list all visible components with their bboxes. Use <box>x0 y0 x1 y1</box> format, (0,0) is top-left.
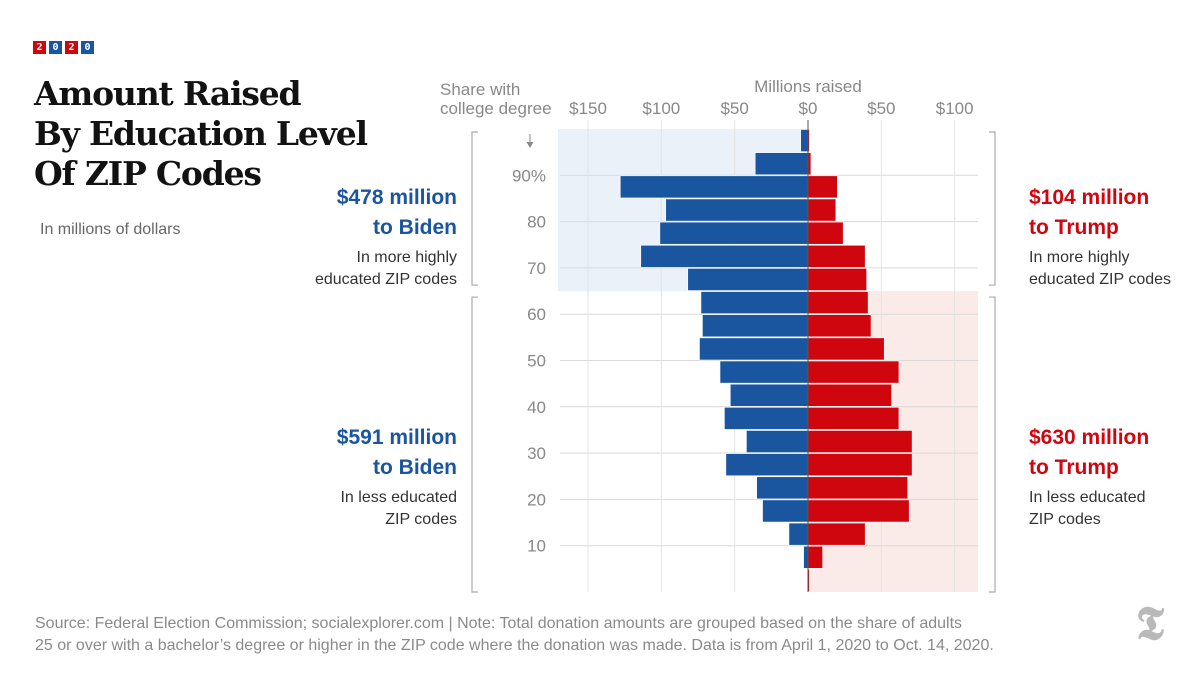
y-tick-label: 40 <box>527 398 546 417</box>
annotation-biden-low: $591 million to Biden In less educated Z… <box>275 423 457 531</box>
annotation-recipient: to Trump <box>1029 456 1119 479</box>
biden-bar <box>702 314 809 338</box>
biden-bar <box>700 291 809 314</box>
badge-digit: 0 <box>81 41 94 54</box>
source-note: Source: Federal Election Commission; soc… <box>35 613 1095 657</box>
x-axis-title: Millions raised <box>754 77 862 96</box>
annotation-desc: educated ZIP codes <box>314 271 457 288</box>
y-axis-title: Share with <box>440 80 520 99</box>
year-badge: 2 0 2 0 <box>33 41 94 54</box>
annotation-trump-high: $104 million to Trump In more highly edu… <box>1029 183 1199 291</box>
bracket-biden-high <box>471 131 478 286</box>
biden-bar <box>756 476 809 500</box>
trump-bar <box>807 499 910 523</box>
nyt-logo-icon: 𝕿 <box>1135 596 1165 650</box>
badge-digit: 2 <box>33 41 46 54</box>
x-tick-label: $100 <box>936 99 974 118</box>
biden-bar <box>725 453 809 477</box>
trump-bar <box>807 406 900 430</box>
biden-bar <box>719 360 809 384</box>
badge-digit: 2 <box>65 41 78 54</box>
biden-bar <box>746 430 809 453</box>
biden-bar <box>724 406 809 430</box>
biden-bar <box>665 198 809 222</box>
annotation-desc: In less educated <box>1029 489 1146 506</box>
y-tick-label: 60 <box>527 305 546 324</box>
arrow-icon <box>526 142 534 148</box>
trump-bar <box>807 244 866 268</box>
biden-bar <box>659 221 809 245</box>
annotation-trump-low: $630 million to Trump In less educated Z… <box>1029 423 1199 531</box>
trump-bar <box>807 453 913 477</box>
x-tick-label: $50 <box>720 99 748 118</box>
annotation-recipient: to Biden <box>373 216 457 239</box>
annotation-desc: educated ZIP codes <box>1029 271 1172 288</box>
trump-bar <box>807 314 872 338</box>
biden-bar <box>640 244 809 268</box>
y-tick-label: 90% <box>512 166 546 185</box>
trump-bar <box>807 383 892 407</box>
biden-bar <box>687 268 809 291</box>
biden-bar <box>788 522 809 546</box>
y-tick-label: 50 <box>527 352 546 371</box>
x-tick-label: $50 <box>867 99 895 118</box>
x-tick-label: $0 <box>799 99 818 118</box>
annotation-desc: ZIP codes <box>1029 511 1101 528</box>
biden-bar <box>729 383 809 407</box>
trump-bar <box>807 175 838 199</box>
annotation-recipient: to Trump <box>1029 216 1119 239</box>
biden-bar <box>800 129 809 152</box>
y-tick-label: 10 <box>527 537 546 556</box>
x-tick-label: $100 <box>642 99 680 118</box>
y-tick-label: 20 <box>527 490 546 509</box>
bracket-trump-high <box>989 131 996 286</box>
biden-bar <box>762 499 809 523</box>
annotation-desc: In more highly <box>1029 249 1130 266</box>
bracket-trump-low <box>989 296 996 593</box>
chart-title: Amount Raised By Education Level Of ZIP … <box>34 74 394 194</box>
annotation-amount: $591 million <box>336 426 457 449</box>
trump-bar <box>807 522 866 546</box>
biden-bar <box>754 152 809 176</box>
biden-bar <box>803 545 809 569</box>
trump-bar <box>807 360 900 384</box>
source-line: Source: Federal Election Commission; soc… <box>35 615 963 632</box>
title-line: Amount Raised <box>34 74 302 113</box>
y-tick-label: 80 <box>527 213 546 232</box>
biden-bar <box>699 337 809 361</box>
trump-bar <box>807 198 837 222</box>
source-line: 25 or over with a bachelor’s degree or h… <box>35 637 994 654</box>
title-line: Of ZIP Codes <box>34 154 262 193</box>
annotation-amount: $478 million <box>336 186 457 209</box>
trump-bar <box>807 337 885 361</box>
y-tick-label: 70 <box>527 259 546 278</box>
trump-bar <box>807 476 909 500</box>
annotation-desc: ZIP codes <box>385 511 457 528</box>
x-tick-label: $150 <box>569 99 607 118</box>
chart-subtitle: In millions of dollars <box>40 221 181 238</box>
y-tick-label: 30 <box>527 444 546 463</box>
biden-bar <box>619 175 809 199</box>
annotation-desc: In less educated <box>340 489 457 506</box>
annotation-recipient: to Biden <box>373 456 457 479</box>
trump-bar <box>807 430 913 453</box>
trump-bar <box>807 291 869 314</box>
annotation-desc: In more highly <box>356 249 458 266</box>
annotation-amount: $630 million <box>1029 426 1150 449</box>
y-axis-title: college degree <box>440 99 552 118</box>
annotation-biden-high: $478 million to Biden In more highly edu… <box>275 183 457 291</box>
annotation-amount: $104 million <box>1029 186 1150 209</box>
title-line: By Education Level <box>34 114 368 153</box>
trump-bar <box>807 545 823 569</box>
badge-digit: 0 <box>49 41 62 54</box>
bracket-biden-low <box>471 296 478 593</box>
trump-bar <box>807 221 844 245</box>
trump-bar <box>807 268 867 291</box>
